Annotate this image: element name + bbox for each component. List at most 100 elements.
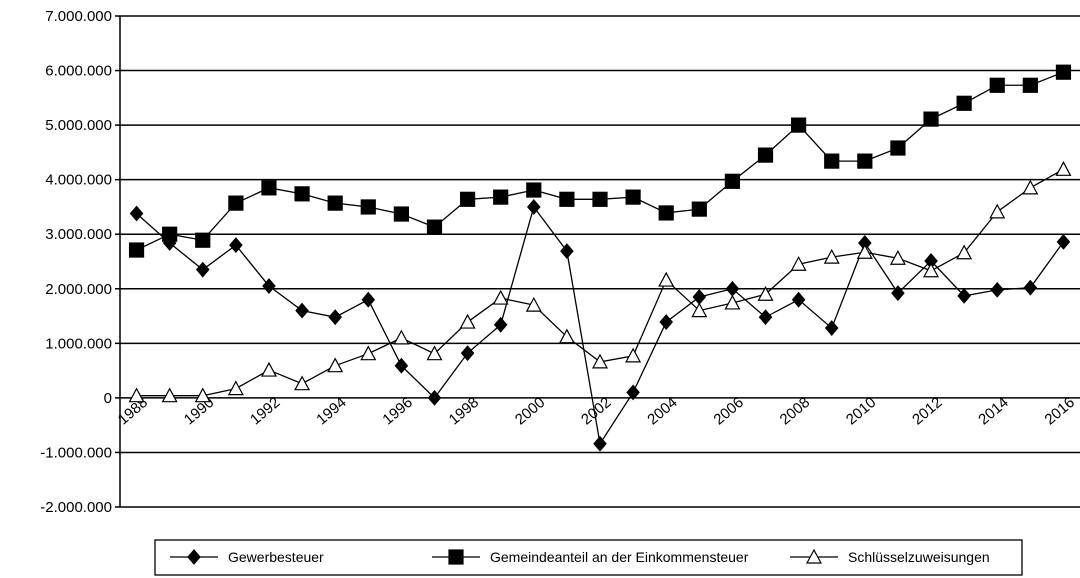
marker: [327, 195, 343, 211]
marker: [228, 195, 244, 211]
x-tick-label: 2010: [843, 394, 879, 428]
legend-marker: [805, 548, 823, 564]
y-tick-label: 0: [104, 390, 112, 407]
marker: [560, 243, 574, 260]
marker: [492, 289, 509, 305]
marker: [592, 191, 608, 207]
marker: [989, 77, 1005, 93]
marker: [526, 182, 542, 198]
marker: [1055, 161, 1072, 176]
marker: [790, 255, 807, 271]
marker: [393, 329, 410, 345]
marker: [525, 296, 542, 312]
marker: [791, 291, 806, 308]
y-tick-label: 2.000.000: [45, 281, 112, 298]
marker: [161, 387, 178, 403]
x-tick-label: 2008: [777, 394, 813, 428]
marker: [757, 285, 774, 301]
marker: [823, 248, 840, 264]
marker: [824, 153, 840, 169]
marker: [558, 328, 575, 344]
marker: [758, 309, 773, 326]
marker: [361, 291, 376, 308]
y-tick-label: -1.000.000: [40, 444, 112, 461]
marker: [889, 249, 906, 265]
marker: [856, 243, 873, 259]
marker: [591, 353, 609, 369]
marker: [658, 205, 674, 221]
marker: [1022, 77, 1038, 93]
marker: [227, 380, 244, 396]
series: [129, 199, 1071, 452]
marker: [625, 189, 641, 205]
series: [128, 64, 1072, 258]
y-tick-label: 7.000.000: [45, 8, 112, 25]
legend-label: Gewerbesteuer: [228, 549, 324, 565]
marker: [1055, 64, 1072, 80]
marker: [659, 314, 673, 330]
marker: [724, 294, 741, 310]
y-tick-label: 5.000.000: [45, 117, 112, 134]
x-tick-label: 1996: [379, 394, 415, 428]
marker: [890, 140, 906, 156]
marker: [459, 313, 476, 329]
marker: [327, 357, 344, 373]
marker: [295, 302, 309, 319]
marker: [559, 191, 575, 207]
marker: [162, 226, 178, 242]
marker: [294, 375, 311, 391]
marker: [195, 232, 211, 248]
marker: [426, 219, 443, 235]
marker: [989, 203, 1006, 219]
marker: [757, 147, 774, 163]
series: [128, 161, 1072, 403]
marker: [692, 289, 707, 305]
marker: [260, 361, 277, 377]
marker: [459, 191, 476, 207]
marker: [923, 111, 939, 127]
marker: [791, 117, 807, 133]
marker: [194, 387, 211, 403]
y-tick-label: 1.000.000: [45, 335, 112, 352]
marker: [824, 320, 839, 336]
marker: [691, 302, 708, 318]
legend-marker: [448, 549, 464, 565]
marker: [923, 262, 940, 278]
marker: [294, 186, 310, 202]
marker: [724, 173, 741, 189]
marker: [1022, 179, 1039, 195]
marker: [261, 180, 277, 196]
marker: [1023, 279, 1038, 296]
legend-marker: [187, 549, 201, 565]
marker: [460, 345, 475, 362]
marker: [625, 347, 642, 363]
marker: [129, 205, 144, 222]
marker: [360, 345, 377, 361]
marker: [1056, 233, 1071, 250]
x-tick-label: 2004: [644, 394, 680, 428]
marker: [195, 261, 210, 278]
marker: [956, 244, 973, 260]
marker: [990, 281, 1005, 298]
marker: [956, 95, 972, 111]
marker: [691, 201, 707, 217]
marker: [957, 287, 971, 304]
marker: [360, 199, 376, 215]
x-tick-label: 2000: [512, 394, 548, 428]
legend-box: [154, 539, 1023, 576]
marker: [426, 345, 443, 361]
x-tick-label: 2016: [1042, 394, 1078, 428]
x-tick-label: 1992: [247, 394, 283, 428]
x-tick-label: 1998: [446, 394, 482, 428]
x-tick-label: 2014: [975, 394, 1011, 428]
marker: [394, 357, 409, 374]
x-tick-label: 1994: [313, 394, 349, 428]
marker: [328, 309, 342, 326]
marker: [128, 242, 145, 258]
y-tick-label: 3.000.000: [45, 226, 112, 243]
x-tick-label: 2012: [909, 394, 945, 428]
marker: [393, 206, 409, 222]
marker: [626, 384, 640, 401]
marker: [493, 316, 508, 333]
